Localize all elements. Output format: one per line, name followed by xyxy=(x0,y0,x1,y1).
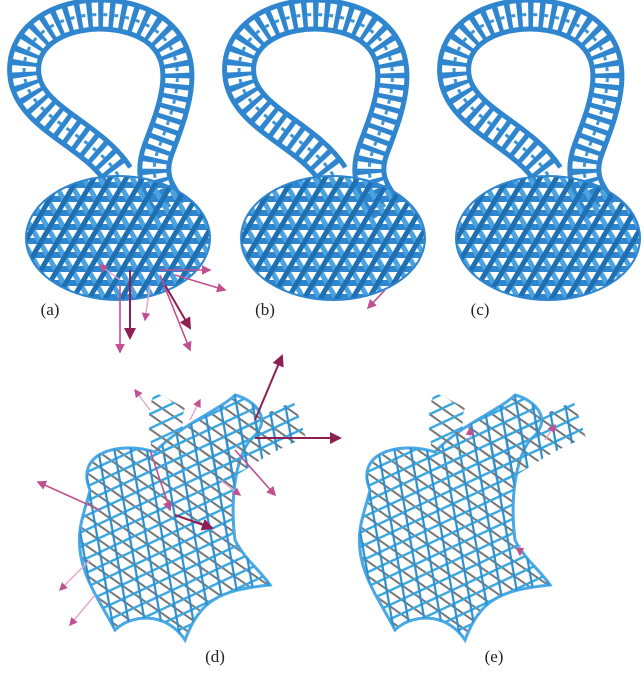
panel-label: (e) xyxy=(485,647,504,666)
klein-bottle-c xyxy=(454,15,640,300)
figure: (a) (b) (c) (d) (e) xyxy=(0,0,644,684)
klein-bottle-a xyxy=(24,15,210,300)
panel-label: (b) xyxy=(255,300,275,319)
klein-bottle-b xyxy=(239,15,425,300)
bunny-d xyxy=(79,395,300,640)
panel-label: (d) xyxy=(205,647,225,666)
panel-label: (c) xyxy=(471,300,490,319)
panel-label: (a) xyxy=(41,300,60,319)
